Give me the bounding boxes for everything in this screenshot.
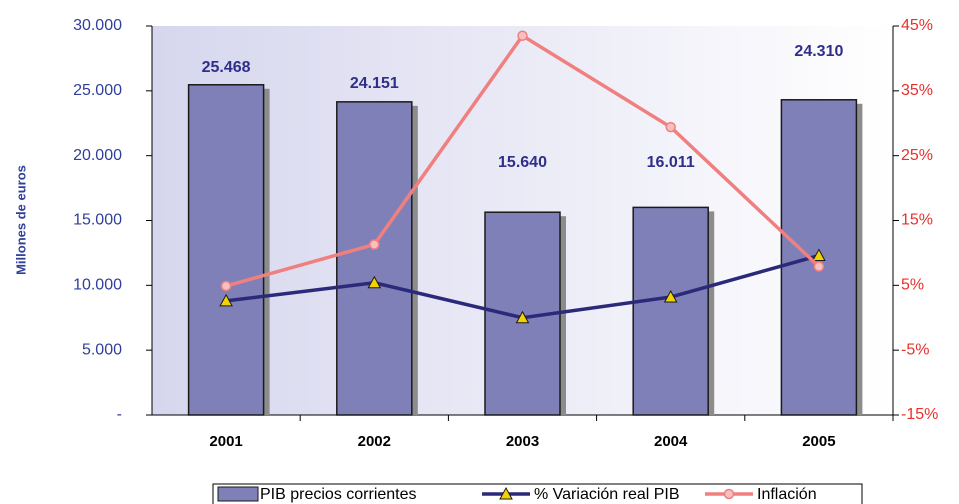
data-label: 24.310 <box>794 43 843 60</box>
marker <box>663 289 678 303</box>
y-tick-label: 5.000 <box>82 341 122 358</box>
bar <box>187 84 265 416</box>
y-axis-label: Millones de euros <box>13 165 28 275</box>
y-tick-label: 30.000 <box>73 17 122 34</box>
y2-tick-label: 35% <box>901 82 933 99</box>
data-label: 15.640 <box>498 154 547 171</box>
marker <box>517 30 528 41</box>
y-tick-label: 10.000 <box>73 277 122 294</box>
data-label: 25.468 <box>202 59 251 76</box>
y-tick-label: 25.000 <box>73 82 122 99</box>
legend-label: PIB precios corrientes <box>260 486 417 503</box>
data-label: 24.151 <box>350 75 399 92</box>
y2-tick-label: 5% <box>901 277 924 294</box>
legend-label: % Variación real PIB <box>534 486 680 503</box>
legend-swatch <box>217 486 259 502</box>
marker <box>219 293 233 307</box>
marker <box>723 488 735 500</box>
legend-label: Inflación <box>757 486 817 503</box>
y-tick-label: 20.000 <box>73 147 122 164</box>
marker <box>812 248 826 262</box>
y2-tick-label: 25% <box>901 147 933 164</box>
marker <box>369 239 380 250</box>
x-tick-label: 2005 <box>802 433 835 450</box>
y-tick-label: - <box>117 406 122 423</box>
bar <box>632 206 709 416</box>
x-tick-label: 2003 <box>506 433 539 450</box>
marker <box>665 121 676 133</box>
legend-box <box>212 483 863 504</box>
marker <box>220 280 232 292</box>
x-tick-label: 2002 <box>358 433 391 450</box>
y2-tick-label: -15% <box>901 406 938 423</box>
marker <box>515 310 530 324</box>
marker <box>367 275 382 289</box>
y2-tick-label: 15% <box>901 212 933 229</box>
marker <box>499 486 513 500</box>
y2-tick-label: -5% <box>901 341 929 358</box>
x-tick-label: 2001 <box>209 433 242 450</box>
x-tick-label: 2004 <box>654 433 688 450</box>
data-label: 16.011 <box>647 154 695 171</box>
y-tick-label: 15.000 <box>73 212 122 229</box>
marker <box>813 261 825 272</box>
bar <box>336 101 413 416</box>
y2-tick-label: 45% <box>901 17 933 34</box>
